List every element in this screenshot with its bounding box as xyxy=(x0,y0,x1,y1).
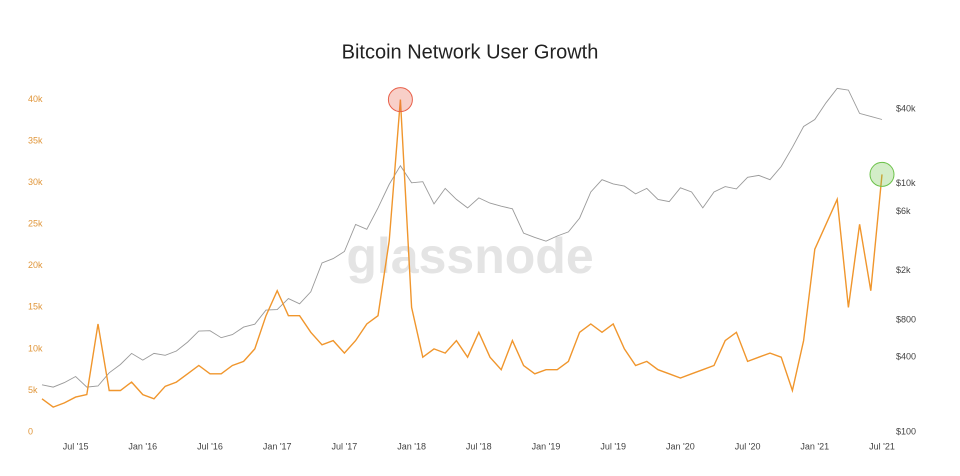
series-line xyxy=(41,87,883,388)
x-tick-label: Jan '18 xyxy=(397,441,426,451)
x-tick-label: Jan '19 xyxy=(532,441,561,451)
y2-tick-label: $400 xyxy=(896,352,916,362)
y-tick-label: 0 xyxy=(28,426,33,436)
y2-tick-label: $100 xyxy=(896,426,916,436)
highlight-circle xyxy=(869,161,895,187)
y-tick-label: 15k xyxy=(28,302,43,312)
chart-title: Bitcoin Network User Growth xyxy=(342,41,599,63)
x-tick-label: Jan '16 xyxy=(128,441,157,451)
y-tick-label: 30k xyxy=(28,177,43,187)
y-tick-label: 10k xyxy=(28,343,43,353)
y-tick-label: 20k xyxy=(28,260,43,270)
y-tick-label: 5k xyxy=(28,385,38,395)
x-tick-label: Jul '19 xyxy=(600,441,626,451)
x-tick-label: Jul '18 xyxy=(466,441,492,451)
x-tick-label: Jan '17 xyxy=(263,441,292,451)
y-tick-label: 35k xyxy=(28,136,43,146)
y2-tick-label: $800 xyxy=(896,314,916,324)
series-line xyxy=(41,99,883,408)
x-tick-label: Jan '20 xyxy=(666,441,695,451)
y2-tick-label: $10k xyxy=(896,178,916,188)
y2-tick-label: $40k xyxy=(896,104,916,114)
x-tick-label: Jan '21 xyxy=(800,441,829,451)
x-tick-label: Jul '17 xyxy=(332,441,358,451)
x-tick-label: Jul '20 xyxy=(735,441,761,451)
y-tick-label: 40k xyxy=(28,94,43,104)
x-tick-label: Jul '21 xyxy=(869,441,895,451)
x-tick-label: Jul '16 xyxy=(197,441,223,451)
y2-tick-label: $2k xyxy=(896,265,911,275)
y-tick-label: 25k xyxy=(28,219,43,229)
x-tick-label: Jul '15 xyxy=(63,441,89,451)
y2-tick-label: $6k xyxy=(896,206,911,216)
highlight-circle xyxy=(387,87,413,113)
